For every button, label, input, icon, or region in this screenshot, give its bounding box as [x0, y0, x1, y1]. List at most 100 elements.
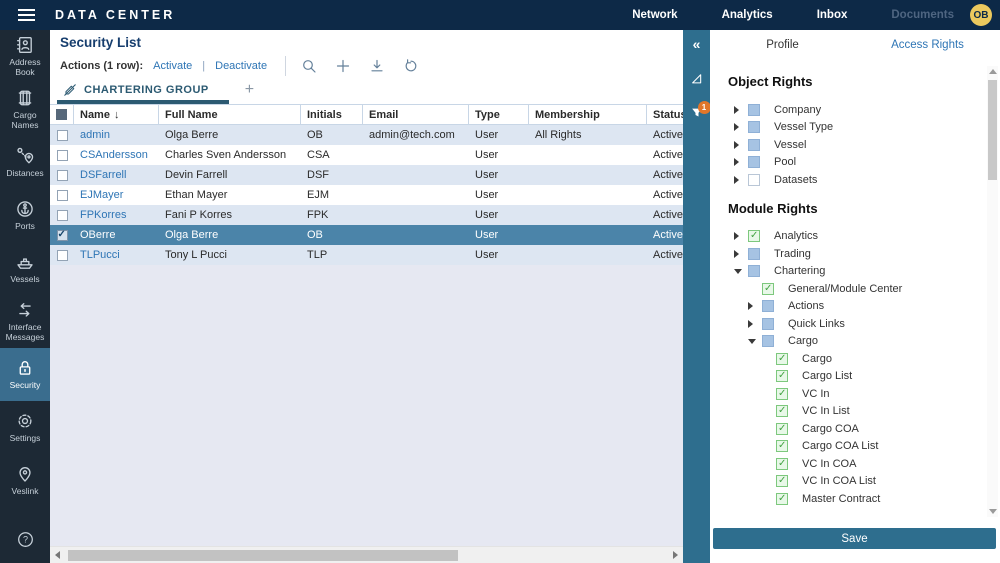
- tree-item-cargo-coa[interactable]: Cargo COA: [718, 420, 980, 438]
- tree-item-quick-links[interactable]: Quick Links: [718, 315, 980, 333]
- tree-item-general-module-center[interactable]: General/Module Center: [718, 280, 980, 298]
- expand-icon[interactable]: [734, 123, 748, 131]
- vertical-scrollbar-thumb[interactable]: [988, 80, 997, 180]
- tree-item-chartering[interactable]: Chartering: [718, 263, 980, 281]
- unchecked-row-checkbox[interactable]: [56, 149, 68, 161]
- collapse-icon[interactable]: [748, 339, 762, 344]
- checked-checkbox[interactable]: [748, 230, 760, 243]
- checked-checkbox[interactable]: [776, 352, 788, 365]
- select-tool-icon[interactable]: [690, 72, 704, 86]
- expand-icon[interactable]: [748, 302, 762, 310]
- tree-item-vc-in[interactable]: VC In: [718, 385, 980, 403]
- checked-checkbox[interactable]: [776, 405, 788, 418]
- add-icon[interactable]: [335, 58, 351, 74]
- tree-item-cargo-list[interactable]: Cargo List: [718, 368, 980, 386]
- table-row-tlpucci[interactable]: TLPucci Tony L Pucci TLP User Active: [50, 245, 683, 265]
- horizontal-scrollbar[interactable]: [50, 546, 683, 563]
- tree-item-trading[interactable]: Trading: [718, 245, 980, 263]
- table-row-admin[interactable]: admin Olga Berre OB admin@tech.com User All R…: [50, 125, 683, 145]
- partial-checkbox[interactable]: [762, 335, 774, 348]
- table-row-fpkorres[interactable]: FPKorres Fani P Korres FPK User Active: [50, 205, 683, 225]
- sidebar-item-ports[interactable]: Ports: [0, 189, 50, 242]
- checked-checkbox[interactable]: [776, 492, 788, 505]
- partial-checkbox[interactable]: [748, 103, 760, 116]
- nav-analytics[interactable]: Analytics: [721, 9, 773, 21]
- expand-icon[interactable]: [734, 106, 748, 114]
- partial-checkbox[interactable]: [762, 300, 774, 313]
- tree-item-datasets[interactable]: Datasets: [718, 171, 980, 189]
- panel-tab-access-rights[interactable]: Access Rights: [891, 39, 964, 51]
- sidebar-item-veslink[interactable]: Veslink: [0, 454, 50, 507]
- tree-item-vessel-type[interactable]: Vessel Type: [718, 119, 980, 137]
- unchecked-row-checkbox[interactable]: [56, 209, 68, 221]
- sidebar-item-settings[interactable]: Settings: [0, 401, 50, 454]
- tree-item-vc-in-coa-list[interactable]: VC In COA List: [718, 473, 980, 491]
- unchecked-row-checkbox[interactable]: [56, 169, 68, 181]
- checked-checkbox[interactable]: [776, 457, 788, 470]
- table-row-oberre[interactable]: OBerre Olga Berre OB User Active: [50, 225, 683, 245]
- download-icon[interactable]: [369, 58, 385, 74]
- add-tab-button[interactable]: +: [244, 81, 255, 98]
- tree-item-company[interactable]: Company: [718, 101, 980, 119]
- vertical-scrollbar[interactable]: [987, 66, 998, 517]
- checked-checkbox[interactable]: [762, 282, 774, 295]
- save-button[interactable]: Save: [713, 528, 996, 549]
- partial-checkbox[interactable]: [748, 265, 760, 278]
- nav-documents[interactable]: Documents: [891, 9, 954, 21]
- tree-item-pool[interactable]: Pool: [718, 154, 980, 172]
- scroll-left-arrow[interactable]: [50, 547, 66, 563]
- nav-inbox[interactable]: Inbox: [816, 9, 848, 21]
- tree-item-cargo-coa-list[interactable]: Cargo COA List: [718, 438, 980, 456]
- unchecked-row-checkbox[interactable]: [56, 249, 68, 261]
- table-row-dsfarrell[interactable]: DSFarrell Devin Farrell DSF User Active: [50, 165, 683, 185]
- sidebar-item-distances[interactable]: Distances: [0, 136, 50, 189]
- scroll-right-arrow[interactable]: [667, 547, 683, 563]
- expand-icon[interactable]: [734, 141, 748, 149]
- help-button[interactable]: ?: [0, 531, 50, 553]
- select-all-checkbox[interactable]: [56, 109, 67, 120]
- expand-icon[interactable]: [734, 176, 748, 184]
- unchecked-checkbox[interactable]: [748, 173, 760, 186]
- sidebar-item-security[interactable]: Security: [0, 348, 50, 401]
- collapse-icon[interactable]: [734, 269, 748, 274]
- tree-item-vc-in-list[interactable]: VC In List: [718, 403, 980, 421]
- tree-item-cargo[interactable]: Cargo: [718, 333, 980, 351]
- tree-item-actions[interactable]: Actions: [718, 298, 980, 316]
- sidebar-item-address-book[interactable]: Address Book: [0, 30, 50, 83]
- expand-icon[interactable]: [734, 232, 748, 240]
- checked-checkbox[interactable]: [776, 370, 788, 383]
- tree-item-vessel[interactable]: Vessel: [718, 136, 980, 154]
- undo-icon[interactable]: [403, 58, 419, 74]
- sidebar-item-interface-messages[interactable]: Interface Messages: [0, 295, 50, 348]
- horizontal-scrollbar-thumb[interactable]: [68, 550, 458, 561]
- scroll-up-arrow[interactable]: [987, 66, 998, 77]
- checked-row-checkbox[interactable]: [56, 229, 68, 241]
- expand-icon[interactable]: [748, 320, 762, 328]
- partial-checkbox[interactable]: [748, 121, 760, 134]
- action-activate[interactable]: Activate: [153, 60, 193, 72]
- partial-checkbox[interactable]: [762, 317, 774, 330]
- checked-checkbox[interactable]: [776, 475, 788, 488]
- sidebar-item-vessels[interactable]: Vessels: [0, 242, 50, 295]
- action-deactivate[interactable]: Deactivate: [215, 60, 268, 72]
- nav-network[interactable]: Network: [632, 9, 678, 21]
- tree-item-vc-in-coa[interactable]: VC In COA: [718, 455, 980, 473]
- checked-checkbox[interactable]: [776, 387, 788, 400]
- checked-checkbox[interactable]: [776, 440, 788, 453]
- tree-item-analytics[interactable]: Analytics: [718, 228, 980, 246]
- avatar[interactable]: OB: [970, 4, 992, 26]
- collapse-panel-button[interactable]: «: [692, 36, 701, 52]
- tree-item-cargo[interactable]: Cargo: [718, 350, 980, 368]
- expand-icon[interactable]: [734, 158, 748, 166]
- sidebar-item-cargo-names[interactable]: Cargo Names: [0, 83, 50, 136]
- table-row-ejmayer[interactable]: EJMayer Ethan Mayer EJM User Active: [50, 185, 683, 205]
- tab-chartering-group[interactable]: CHARTERING GROUP: [57, 80, 229, 104]
- checked-checkbox[interactable]: [776, 422, 788, 435]
- unchecked-row-checkbox[interactable]: [56, 129, 68, 141]
- partial-checkbox[interactable]: [748, 156, 760, 169]
- unchecked-row-checkbox[interactable]: [56, 189, 68, 201]
- filter-button[interactable]: 1: [690, 101, 711, 120]
- panel-tab-profile[interactable]: Profile: [766, 39, 799, 51]
- partial-checkbox[interactable]: [748, 138, 760, 151]
- expand-icon[interactable]: [734, 250, 748, 258]
